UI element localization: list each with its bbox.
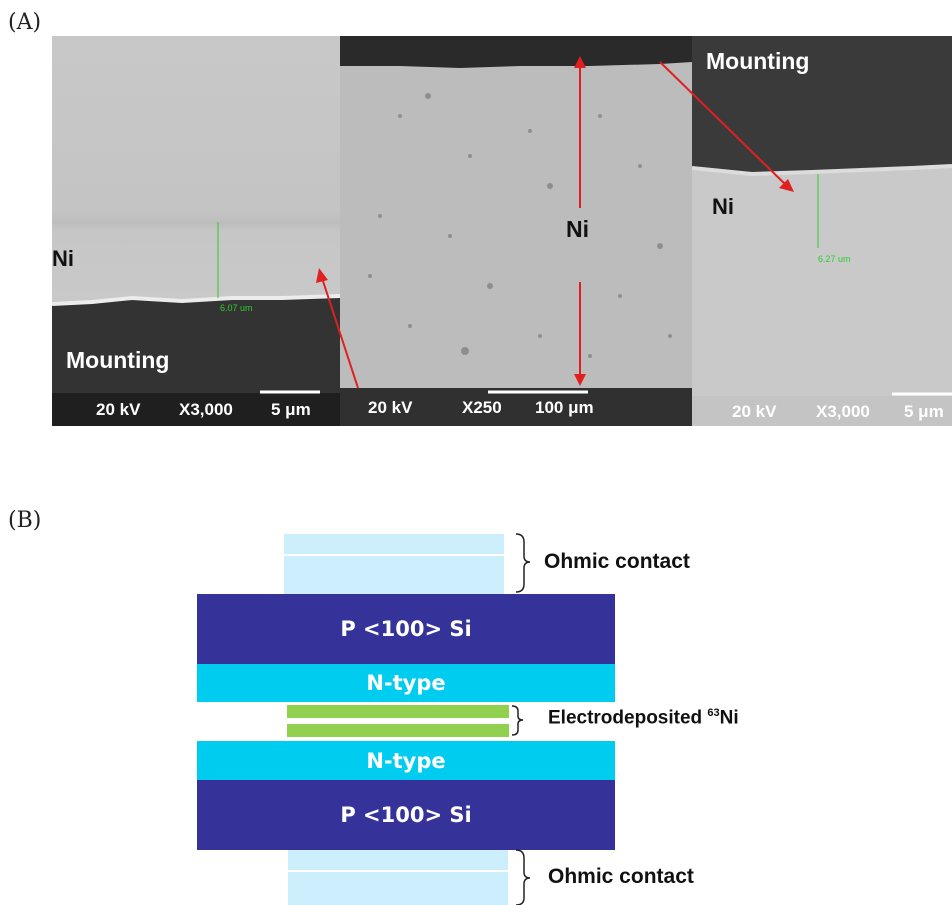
mounting-label-right: Mounting [706, 48, 810, 74]
measure-right: 6.27 um [818, 254, 851, 264]
mounting-label-left: Mounting [66, 347, 170, 373]
isotope-superscript: 63 [707, 707, 720, 719]
panel-b-label: (B) [8, 508, 42, 533]
scale-right: 5 μm [904, 402, 944, 421]
p-si-layer-bottom: P <100> Si [197, 780, 615, 850]
sem-image-center: Ni 20 kV X250 100 μm [340, 36, 692, 426]
ohmic-contact-bottom-label: Ohmic contact [548, 865, 694, 888]
measure-left: 6.07 um [220, 303, 253, 313]
ohmic-contact-top-label: Ohmic contact [544, 550, 690, 573]
ni-label-center: Ni [566, 216, 589, 242]
ohmic-contact-bottom [288, 850, 508, 905]
ni63-layer-2 [287, 724, 509, 737]
mag-right: X3,000 [816, 402, 870, 421]
sem-image-left: Ni Mounting 6.07 um 20 kV X3,000 5 μm [52, 36, 340, 426]
voltage-center: 20 kV [368, 398, 413, 417]
scale-center: 100 μm [535, 398, 594, 417]
ohmic-contact-top [284, 534, 504, 594]
n-type-layer-bottom: N-type [197, 741, 615, 780]
mag-left: X3,000 [179, 400, 233, 419]
voltage-right: 20 kV [732, 402, 777, 421]
magnification-arrows [316, 61, 794, 389]
scale-left: 5 μm [271, 400, 311, 419]
p-si-layer-top: P <100> Si [197, 594, 615, 664]
ni-label-right: Ni [712, 194, 734, 219]
mag-center: X250 [462, 398, 502, 417]
panel-a-label: (A) [8, 10, 42, 35]
sem-image-right: Mounting Ni 6.27 um 20 kV X3,000 5 μm [692, 36, 952, 426]
voltage-left: 20 kV [96, 400, 141, 419]
n-type-layer-top: N-type [197, 664, 615, 702]
ni-label-left: Ni [52, 246, 74, 271]
ni63-layer-1 [287, 705, 509, 718]
electrodeposited-ni63-label: Electrodeposited 63Ni [548, 707, 739, 729]
